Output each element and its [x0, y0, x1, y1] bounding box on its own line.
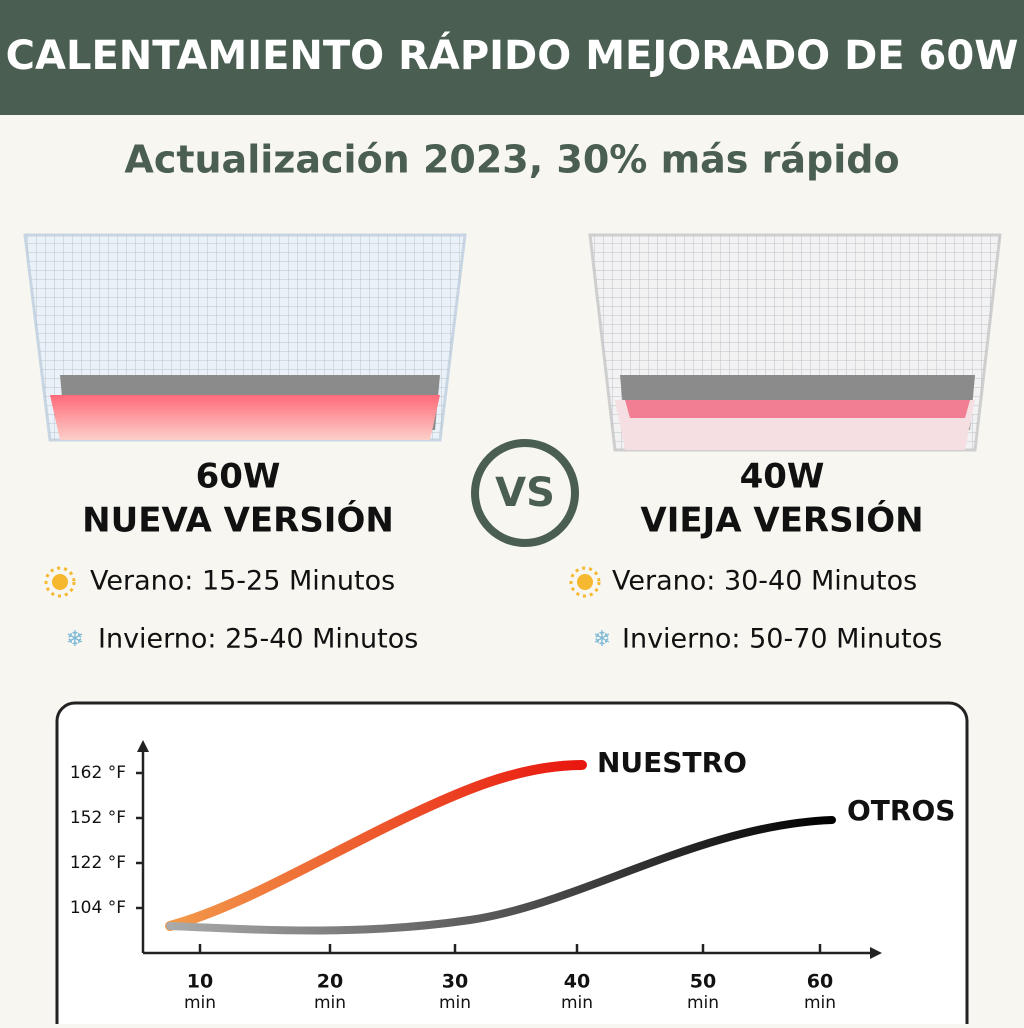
y-tick-label: 162 °F: [70, 763, 126, 783]
vs-circle: [471, 439, 579, 547]
series-label: OTROS: [847, 794, 955, 827]
y-tick-label: 122 °F: [70, 853, 126, 873]
y-tick-label: 104 °F: [70, 898, 126, 918]
snow-icon: ❄: [593, 627, 611, 652]
power-label: 60W: [196, 457, 281, 497]
series-label: NUESTRO: [597, 746, 747, 779]
sun-icon: [44, 566, 76, 598]
summer-time: Verano: 15-25 Minutos: [90, 566, 395, 597]
axis-arrow: [870, 947, 882, 959]
curve-others: [166, 816, 836, 935]
x-tick-unit: min: [314, 993, 346, 1013]
chart: NUESTRO OTROS 162 °F 152 °F 122 °F 104 °F 10…: [70, 740, 955, 1013]
chart-frame: [55, 701, 969, 1028]
vs-label: VS: [495, 470, 555, 516]
x-tick-label: 10: [187, 971, 213, 993]
x-tick-unit: min: [561, 993, 593, 1013]
header-band: [0, 0, 1024, 115]
x-tick-unit: min: [804, 993, 836, 1013]
winter-time: Invierno: 50-70 Minutos: [622, 624, 942, 655]
x-tick-label: 50: [690, 971, 716, 993]
version-label: NUEVA VERSIÓN: [82, 500, 394, 541]
x-tick-unit: min: [687, 993, 719, 1013]
summer-time: Verano: 30-40 Minutos: [612, 566, 917, 597]
axis-arrow: [137, 740, 149, 752]
snow-icon: ❄: [66, 627, 84, 652]
curve-ours: [165, 760, 587, 931]
x-tick-label: 40: [564, 971, 590, 993]
version-label: VIEJA VERSIÓN: [640, 500, 923, 541]
header-title: CALENTAMIENTO RÁPIDO MEJORADO DE 60W: [6, 31, 1019, 79]
basket-old: [588, 233, 1002, 452]
x-tick-label: 20: [317, 971, 343, 993]
x-tick-label: 30: [442, 971, 468, 993]
x-tick-unit: min: [184, 993, 216, 1013]
subtitle: Actualización 2023, 30% más rápido: [124, 138, 899, 182]
y-tick-label: 152 °F: [70, 808, 126, 828]
winter-time: Invierno: 25-40 Minutos: [98, 624, 418, 655]
power-label: 40W: [740, 457, 825, 497]
x-tick-unit: min: [439, 993, 471, 1013]
sun-icon: [569, 566, 601, 598]
basket-new: [23, 233, 467, 442]
x-tick-label: 60: [807, 971, 833, 993]
